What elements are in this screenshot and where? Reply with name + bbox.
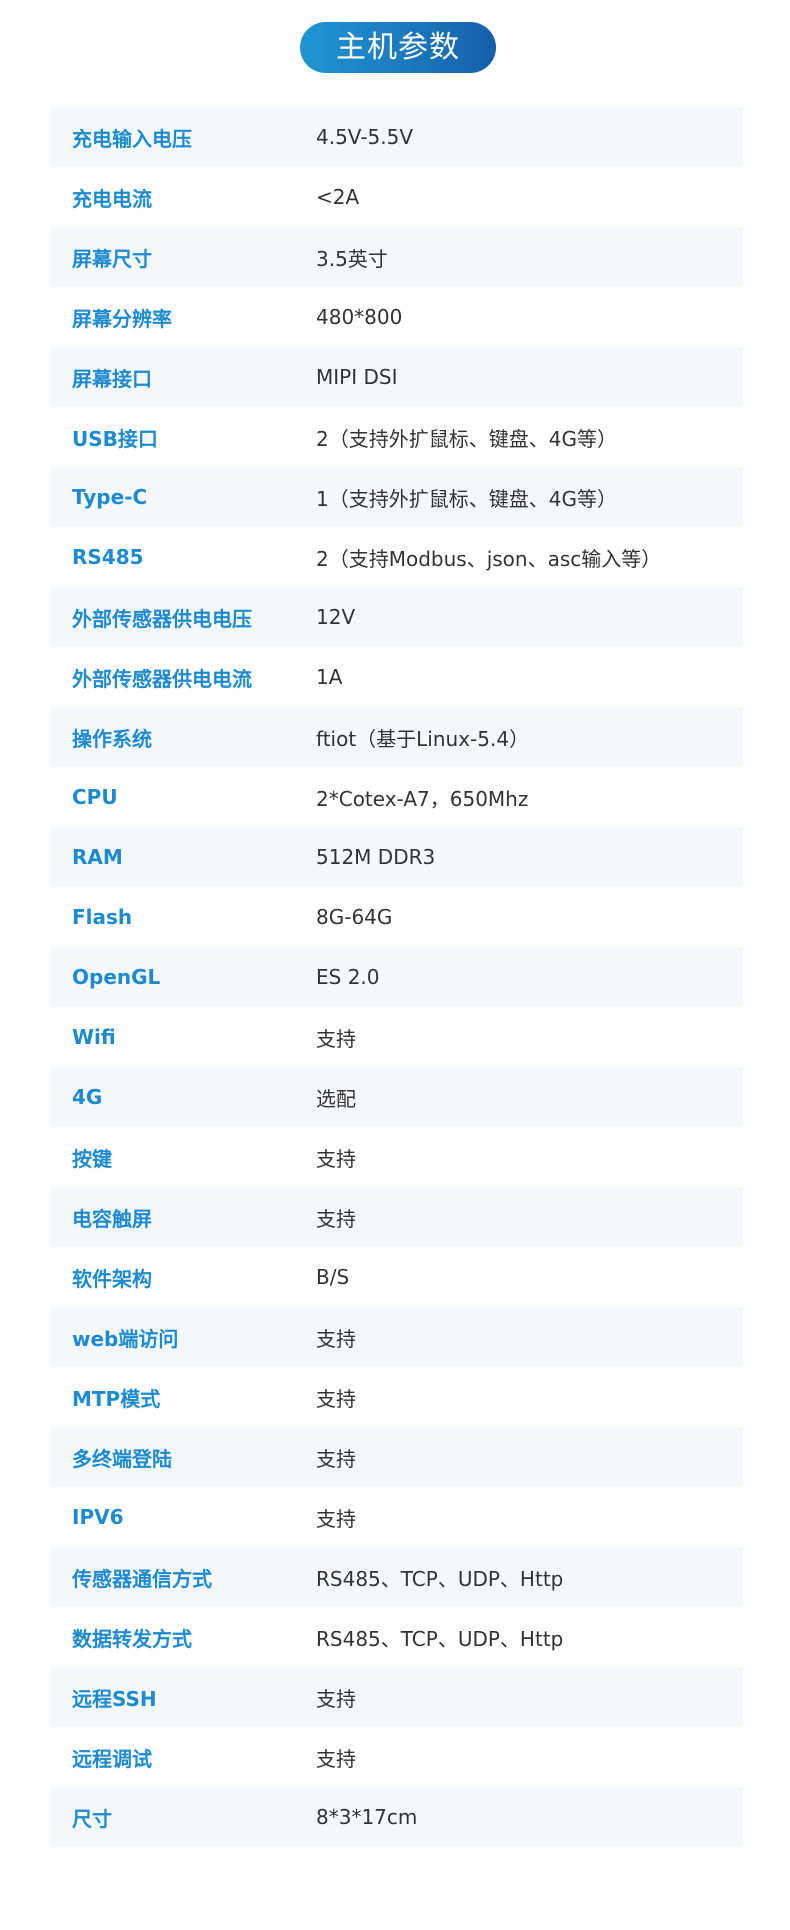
spec-value: 支持 (316, 1506, 356, 1531)
spec-label: 屏幕分辨率 (72, 306, 172, 331)
spec-row: 屏幕接口 MIPI DSI (50, 347, 743, 407)
spec-value: <2A (316, 185, 360, 209)
spec-value: 支持 (316, 1146, 356, 1171)
spec-label: 软件架构 (72, 1266, 152, 1291)
spec-value: 支持 (316, 1026, 356, 1051)
spec-value: 2*Cotex-A7，650Mhz (316, 786, 529, 811)
spec-value: 支持 (316, 1206, 356, 1231)
spec-label: Type-C (72, 485, 148, 509)
spec-label: 4G (72, 1085, 103, 1109)
spec-row: Wifi 支持 (50, 1007, 743, 1067)
spec-label: 屏幕尺寸 (72, 246, 152, 271)
spec-value: 选配 (316, 1086, 356, 1111)
spec-label: MTP模式 (72, 1386, 161, 1411)
spec-row: USB接口 2（支持外扩鼠标、键盘、4G等） (50, 407, 743, 467)
spec-label: 电容触屏 (72, 1206, 152, 1231)
spec-value: MIPI DSI (316, 365, 398, 389)
spec-row: 充电输入电压 4.5V-5.5V (50, 107, 743, 167)
spec-value: 支持 (316, 1686, 356, 1711)
spec-row: Type-C 1（支持外扩鼠标、键盘、4G等） (50, 467, 743, 527)
spec-label: Wifi (72, 1025, 116, 1049)
spec-label: 充电电流 (72, 186, 152, 211)
spec-row: 多终端登陆 支持 (50, 1427, 743, 1487)
spec-row: RAM 512M DDR3 (50, 827, 743, 887)
spec-label: USB接口 (72, 426, 158, 451)
spec-label: 充电输入电压 (72, 126, 192, 151)
spec-row: 软件架构 B/S (50, 1247, 743, 1307)
spec-value: RS485、TCP、UDP、Http (316, 1626, 564, 1651)
spec-row: 远程SSH 支持 (50, 1667, 743, 1727)
spec-label: 屏幕接口 (72, 366, 152, 391)
spec-row: CPU 2*Cotex-A7，650Mhz (50, 767, 743, 827)
spec-label: web端访问 (72, 1326, 179, 1351)
spec-label: OpenGL (72, 965, 161, 989)
spec-label: 数据转发方式 (72, 1626, 192, 1651)
spec-row: 传感器通信方式 RS485、TCP、UDP、Http (50, 1547, 743, 1607)
spec-value: 1（支持外扩鼠标、键盘、4G等） (316, 486, 617, 511)
spec-label: RS485 (72, 545, 144, 569)
spec-value: 支持 (316, 1746, 356, 1771)
spec-value: 8*3*17cm (316, 1805, 418, 1829)
spec-value: B/S (316, 1265, 350, 1289)
spec-row: OpenGL ES 2.0 (50, 947, 743, 1007)
spec-value: 2（支持外扩鼠标、键盘、4G等） (316, 426, 617, 451)
spec-value: 2（支持Modbus、json、asc输入等） (316, 546, 662, 571)
spec-label: 按键 (72, 1146, 112, 1171)
spec-label: 远程调试 (72, 1746, 152, 1771)
spec-row: Flash 8G-64G (50, 887, 743, 947)
spec-row: 外部传感器供电电流 1A (50, 647, 743, 707)
spec-label: RAM (72, 845, 123, 869)
spec-value: 8G-64G (316, 905, 393, 929)
spec-row: 充电电流 <2A (50, 167, 743, 227)
spec-table: 充电输入电压 4.5V-5.5V 充电电流 <2A 屏幕尺寸 3.5英寸屏幕分辨率 480*… (50, 107, 743, 1847)
spec-label: 外部传感器供电电流 (72, 666, 252, 691)
spec-row: 尺寸 8*3*17cm (50, 1787, 743, 1847)
spec-value: 4.5V-5.5V (316, 125, 414, 149)
spec-row: 外部传感器供电电压 12V (50, 587, 743, 647)
spec-row: 屏幕分辨率 480*800 (50, 287, 743, 347)
spec-row: MTP模式 支持 (50, 1367, 743, 1427)
spec-value: 480*800 (316, 305, 403, 329)
spec-value: 支持 (316, 1386, 356, 1411)
spec-value: 支持 (316, 1326, 356, 1351)
spec-row: 电容触屏 支持 (50, 1187, 743, 1247)
spec-value: 3.5英寸 (316, 246, 388, 271)
spec-row: IPV6 支持 (50, 1487, 743, 1547)
spec-value: 1A (316, 665, 343, 689)
spec-label: 尺寸 (72, 1806, 112, 1831)
spec-value: 12V (316, 605, 356, 629)
spec-value: 512M DDR3 (316, 845, 436, 869)
spec-row: 4G 选配 (50, 1067, 743, 1127)
spec-row: 数据转发方式 RS485、TCP、UDP、Http (50, 1607, 743, 1667)
spec-label: 多终端登陆 (72, 1446, 172, 1471)
spec-row: 操作系统 ftiot（基于Linux-5.4） (50, 707, 743, 767)
spec-row: RS485 2（支持Modbus、json、asc输入等） (50, 527, 743, 587)
spec-label: CPU (72, 785, 118, 809)
spec-label: IPV6 (72, 1505, 124, 1529)
spec-value: ES 2.0 (316, 965, 380, 989)
spec-value: ftiot（基于Linux-5.4） (316, 726, 530, 751)
spec-row: 远程调试 支持 (50, 1727, 743, 1787)
spec-label: Flash (72, 905, 133, 929)
section-title: 主机参数 (300, 22, 496, 73)
spec-label: 远程SSH (72, 1686, 157, 1711)
spec-label: 外部传感器供电电压 (72, 606, 252, 631)
spec-label: 操作系统 (72, 726, 152, 751)
spec-row: web端访问 支持 (50, 1307, 743, 1367)
spec-row: 按键 支持 (50, 1127, 743, 1187)
spec-row: 屏幕尺寸 3.5英寸 (50, 227, 743, 287)
spec-value: 支持 (316, 1446, 356, 1471)
spec-value: RS485、TCP、UDP、Http (316, 1566, 564, 1591)
spec-label: 传感器通信方式 (72, 1566, 212, 1591)
